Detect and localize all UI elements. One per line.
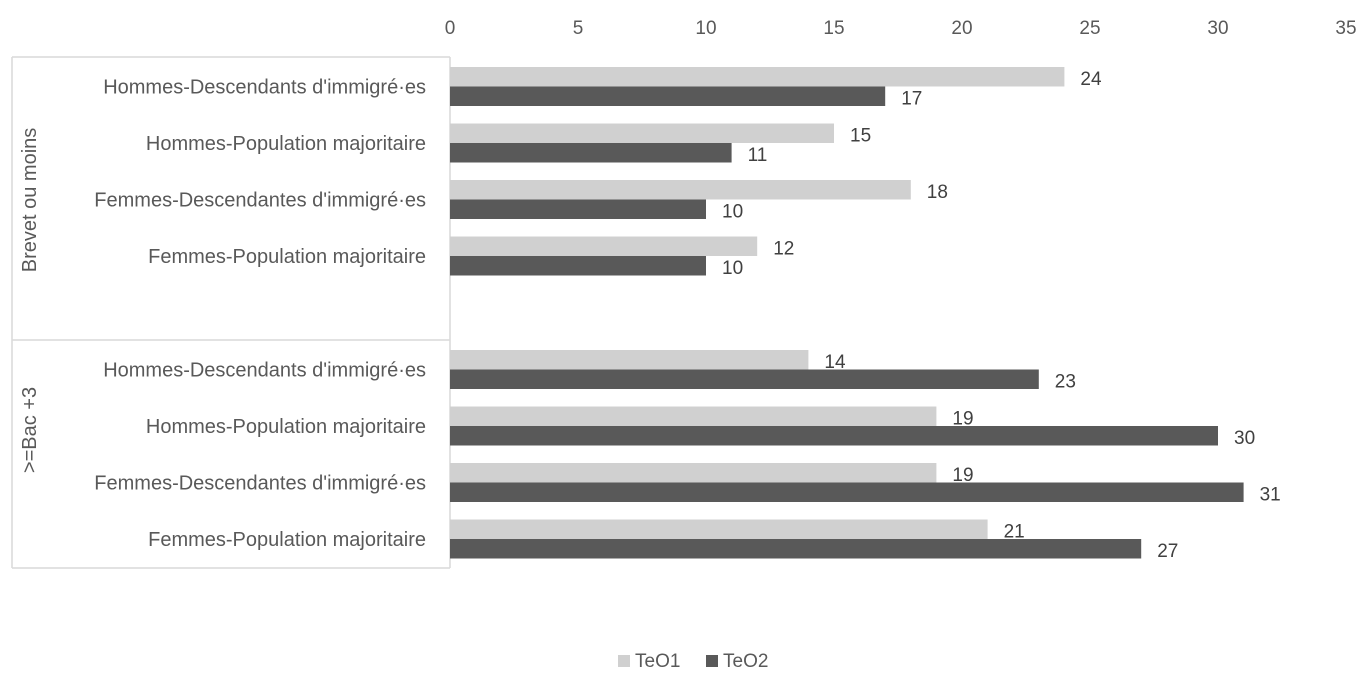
bar-teo1 [450, 124, 834, 144]
data-label: 10 [722, 202, 743, 223]
group-labels: Brevet ou moins >=Bac +3 [19, 128, 41, 473]
x-tick-label: 30 [1207, 18, 1228, 39]
bar-teo2 [450, 87, 885, 107]
x-tick-label: 35 [1335, 18, 1356, 39]
data-label: 19 [952, 465, 973, 486]
bars [450, 67, 1244, 559]
category-labels: Hommes-Descendants d'immigré·es Hommes-Po… [94, 77, 426, 552]
data-label: 23 [1055, 372, 1076, 393]
bar-teo2 [450, 256, 706, 276]
bar-teo1 [450, 180, 911, 200]
bar-teo2 [450, 143, 732, 163]
category-label: Hommes-Population majoritaire [146, 416, 426, 438]
data-label: 30 [1234, 428, 1255, 449]
legend-swatch [706, 655, 718, 667]
x-tick-label: 15 [823, 18, 844, 39]
category-label: Hommes-Population majoritaire [146, 133, 426, 155]
x-tick-label: 0 [445, 18, 456, 39]
category-label: Femmes-Population majoritaire [148, 529, 426, 551]
data-label: 19 [952, 409, 973, 430]
group-label: Brevet ou moins [19, 128, 41, 273]
bar-teo1 [450, 463, 936, 483]
bar-teo1 [450, 67, 1064, 87]
data-label: 10 [722, 258, 743, 279]
bar-teo1 [450, 407, 936, 427]
data-label: 24 [1080, 69, 1102, 90]
bar-teo1 [450, 237, 757, 257]
data-label: 15 [850, 126, 871, 147]
bar-teo1 [450, 350, 808, 370]
category-label: Femmes-Population majoritaire [148, 246, 426, 268]
category-label: Hommes-Descendants d'immigré·es [103, 77, 426, 99]
data-label: 14 [824, 352, 846, 373]
category-label: Femmes-Descendantes d'immigré·es [94, 473, 426, 495]
data-label: 18 [927, 182, 948, 203]
data-label: 21 [1004, 522, 1025, 543]
bar-teo2 [450, 200, 706, 220]
legend: TeO1 TeO2 [618, 651, 768, 672]
x-tick-label: 25 [1079, 18, 1100, 39]
data-label: 31 [1260, 485, 1281, 506]
group-label: >=Bac +3 [19, 387, 41, 473]
bar-teo2 [450, 539, 1141, 559]
category-label: Femmes-Descendantes d'immigré·es [94, 190, 426, 212]
bar-teo2 [450, 370, 1039, 390]
data-label: 17 [901, 89, 922, 110]
bar-teo1 [450, 520, 988, 540]
data-label: 27 [1157, 541, 1178, 562]
x-axis-ticks: 0 5 10 15 20 25 30 35 [445, 18, 1357, 39]
legend-label: TeO2 [723, 651, 768, 672]
x-tick-label: 20 [951, 18, 972, 39]
legend-swatch [618, 655, 630, 667]
x-tick-label: 5 [573, 18, 584, 39]
bar-teo2 [450, 483, 1244, 503]
data-label: 11 [748, 145, 768, 166]
x-tick-label: 10 [695, 18, 716, 39]
bar-teo2 [450, 426, 1218, 446]
data-label: 12 [773, 239, 794, 260]
legend-label: TeO1 [635, 651, 680, 672]
category-label: Hommes-Descendants d'immigré·es [103, 360, 426, 382]
